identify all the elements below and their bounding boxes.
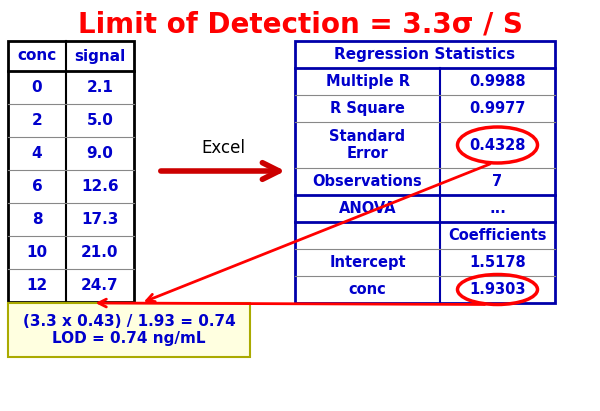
Text: Intercept: Intercept: [329, 255, 406, 270]
Text: conc: conc: [17, 48, 56, 64]
Text: 2.1: 2.1: [86, 80, 113, 95]
Text: 2: 2: [32, 113, 43, 128]
Text: 21.0: 21.0: [81, 245, 119, 260]
Text: conc: conc: [349, 282, 386, 297]
Text: Regression Statistics: Regression Statistics: [334, 47, 515, 62]
Text: 8: 8: [32, 212, 43, 227]
Text: 0.9977: 0.9977: [469, 101, 526, 116]
Text: Observations: Observations: [313, 174, 422, 189]
Text: (3.3 x 0.43) / 1.93 = 0.74
LOD = 0.74 ng/mL: (3.3 x 0.43) / 1.93 = 0.74 LOD = 0.74 ng…: [23, 314, 235, 346]
Text: 1.5178: 1.5178: [469, 255, 526, 270]
Text: Limit of Detection = 3.3σ / S: Limit of Detection = 3.3σ / S: [77, 11, 523, 39]
Text: 0: 0: [32, 80, 43, 95]
Bar: [8, 41, 134, 302]
Text: 6: 6: [32, 179, 43, 194]
Text: Coefficients: Coefficients: [448, 228, 547, 243]
Text: ANOVA: ANOVA: [338, 201, 397, 216]
Text: 12.6: 12.6: [81, 179, 119, 194]
Text: 4: 4: [32, 146, 43, 161]
Text: 0.4328: 0.4328: [469, 138, 526, 152]
Text: 1.9303: 1.9303: [469, 282, 526, 297]
Text: R Square: R Square: [330, 101, 405, 116]
Text: 5.0: 5.0: [86, 113, 113, 128]
Text: signal: signal: [74, 48, 125, 64]
Text: Multiple R: Multiple R: [325, 74, 409, 89]
Text: 12: 12: [26, 278, 47, 293]
Text: 7: 7: [493, 174, 503, 189]
Text: Excel: Excel: [201, 139, 245, 157]
Text: 10: 10: [26, 245, 47, 260]
Text: 9.0: 9.0: [86, 146, 113, 161]
Bar: [8, 303, 250, 357]
Text: ...: ...: [489, 201, 506, 216]
Bar: [295, 41, 555, 303]
Text: 24.7: 24.7: [81, 278, 119, 293]
Text: 0.9988: 0.9988: [469, 74, 526, 89]
Text: 17.3: 17.3: [82, 212, 119, 227]
Text: Standard
Error: Standard Error: [329, 129, 406, 161]
